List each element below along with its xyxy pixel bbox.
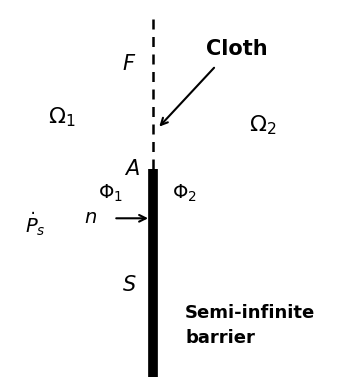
Text: $S$: $S$ — [122, 275, 136, 295]
Text: $n$: $n$ — [84, 209, 97, 227]
Text: Semi-infinite
barrier: Semi-infinite barrier — [185, 303, 315, 347]
Text: $\Omega_1$: $\Omega_1$ — [47, 105, 75, 129]
Text: $\Phi_1$: $\Phi_1$ — [98, 183, 123, 204]
Text: $\dot{P}_s$: $\dot{P}_s$ — [25, 210, 46, 238]
Text: $F$: $F$ — [122, 54, 136, 74]
Text: $\Phi_2$: $\Phi_2$ — [172, 183, 197, 204]
Text: Cloth: Cloth — [206, 39, 268, 58]
Text: $A$: $A$ — [123, 159, 139, 179]
Text: $\Omega_2$: $\Omega_2$ — [249, 113, 277, 137]
